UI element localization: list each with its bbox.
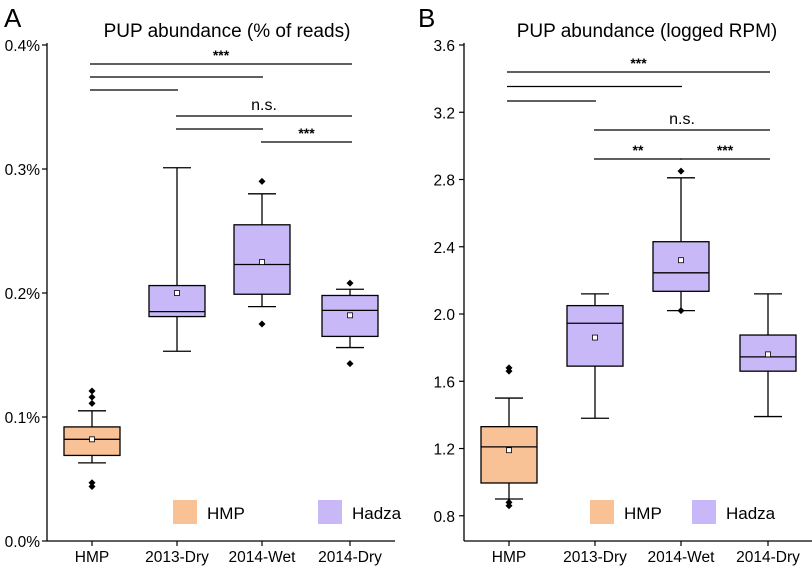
legend-label-hmp: HMP bbox=[207, 504, 245, 523]
x-tick-label: HMP bbox=[75, 549, 109, 566]
mean-marker bbox=[89, 436, 95, 443]
y-tick-label: 2.4 bbox=[433, 240, 455, 257]
significance-label: *** bbox=[298, 125, 315, 141]
box-2014-wet bbox=[652, 167, 710, 315]
significance-label: n.s. bbox=[669, 111, 695, 128]
x-tick-label: 2013-Dry bbox=[145, 549, 209, 566]
outlier-point bbox=[258, 177, 266, 185]
significance-label: *** bbox=[717, 142, 734, 158]
x-tick-label: HMP bbox=[492, 549, 526, 566]
y-tick-label: 0.0% bbox=[5, 534, 41, 551]
panel-b: B PUP abundance (logged RPM) 0.8 1.2 1.6 2.0 2… bbox=[418, 3, 812, 566]
y-tick-label: 3.6 bbox=[433, 38, 455, 55]
mean-marker bbox=[347, 312, 353, 319]
legend-label-hadza: Hadza bbox=[726, 504, 776, 523]
mean-marker bbox=[506, 447, 512, 454]
y-tick-label: 1.2 bbox=[433, 442, 455, 459]
mean-marker bbox=[765, 351, 771, 358]
legend-swatch-hmp bbox=[590, 500, 614, 524]
y-tick-label: 0.4% bbox=[5, 38, 41, 55]
panel-a: A PUP abundance (% of reads) 0.0% 0.1% 0.2% 0… bbox=[4, 3, 402, 566]
y-tick-label: 3.2 bbox=[433, 105, 455, 122]
y-tick-label: 0.8 bbox=[433, 509, 455, 526]
legend-swatch-hmp bbox=[173, 500, 197, 524]
mean-marker bbox=[592, 334, 598, 341]
panel-label: B bbox=[418, 3, 435, 33]
legend-label-hmp: HMP bbox=[624, 504, 662, 523]
box-iqr bbox=[480, 426, 538, 484]
box-hmp bbox=[63, 387, 121, 490]
outlier-point bbox=[346, 279, 354, 287]
chart-title: PUP abundance (logged RPM) bbox=[517, 21, 778, 42]
box-2013-dry bbox=[566, 293, 624, 419]
y-tick-label: 0.1% bbox=[5, 410, 41, 427]
legend-swatch-hadza bbox=[318, 500, 342, 524]
mean-marker bbox=[678, 257, 684, 264]
box-iqr bbox=[652, 241, 710, 292]
x-tick-label: 2014-Dry bbox=[318, 549, 382, 566]
x-tick-label: 2013-Dry bbox=[563, 549, 627, 566]
x-tick-label: 2014-Wet bbox=[229, 549, 297, 566]
outlier-point bbox=[505, 498, 513, 506]
outlier-point bbox=[88, 399, 96, 407]
outlier-point bbox=[88, 387, 96, 395]
significance-label: *** bbox=[630, 55, 647, 71]
y-tick-label: 2.0 bbox=[433, 307, 455, 324]
legend-swatch-hadza bbox=[692, 500, 716, 524]
y-tick-label: 0.3% bbox=[5, 162, 41, 179]
outlier-point bbox=[88, 393, 96, 401]
significance-label: *** bbox=[213, 47, 230, 63]
mean-marker bbox=[174, 290, 180, 296]
x-tick-label: 2014-Dry bbox=[736, 549, 800, 566]
box-hmp bbox=[480, 364, 538, 510]
outlier-point bbox=[677, 167, 685, 175]
outlier-point bbox=[88, 479, 96, 487]
outlier-point bbox=[677, 307, 685, 315]
panel-label: A bbox=[4, 3, 22, 33]
outlier-point bbox=[505, 364, 513, 372]
outlier-point bbox=[88, 482, 96, 490]
box-2014-dry bbox=[321, 279, 379, 368]
significance-label: ** bbox=[633, 142, 644, 158]
x-tick-label: 2014-Wet bbox=[648, 549, 716, 566]
mean-marker bbox=[259, 259, 265, 265]
outlier-point bbox=[346, 360, 354, 368]
box-2014-wet bbox=[233, 177, 291, 328]
box-2013-dry bbox=[148, 167, 206, 352]
outlier-point bbox=[258, 320, 266, 328]
y-tick-label: 0.2% bbox=[5, 286, 41, 303]
y-tick-label: 1.6 bbox=[433, 374, 455, 391]
legend-label-hadza: Hadza bbox=[352, 504, 402, 523]
box-2014-dry bbox=[739, 293, 797, 418]
y-tick-label: 2.8 bbox=[433, 173, 455, 190]
significance-label: n.s. bbox=[251, 97, 277, 114]
chart-title: PUP abundance (% of reads) bbox=[104, 21, 351, 42]
